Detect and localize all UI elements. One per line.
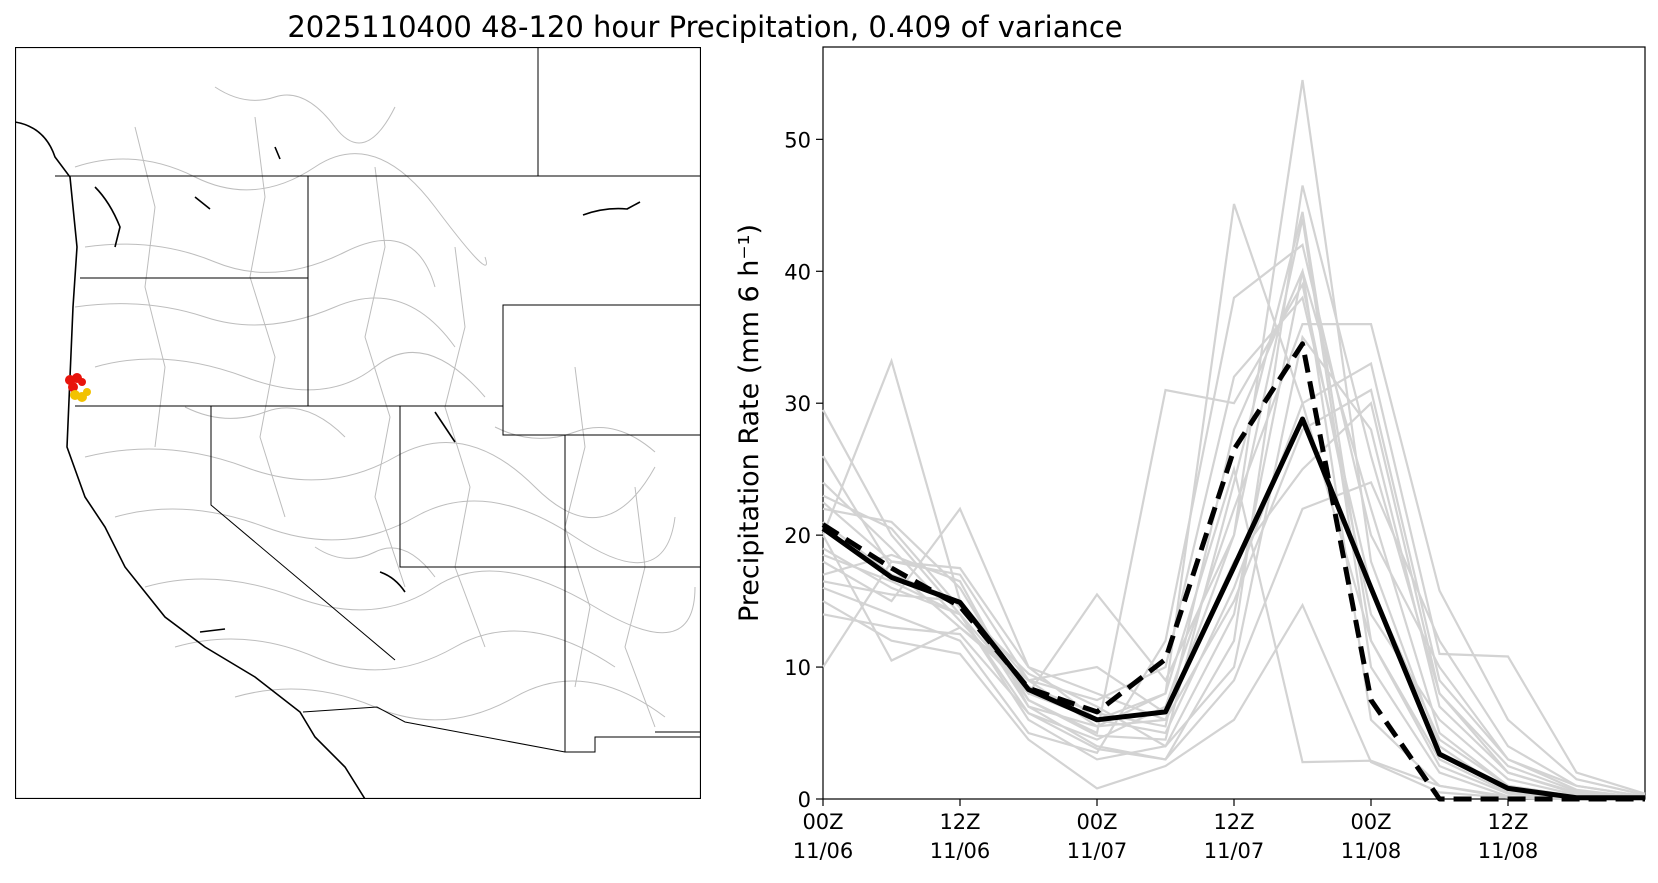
ensemble-member-line-15 <box>822 480 1646 798</box>
basin-map <box>15 47 701 799</box>
y-tick-label: 0 <box>798 788 811 812</box>
ensemble-member-line-17 <box>822 388 1646 799</box>
plot-frame <box>822 46 1646 800</box>
ensemble-member-line-6 <box>822 281 1646 801</box>
figure-title: 2025110400 48-120 hour Precipitation, 0.… <box>287 10 1123 44</box>
ensemble-member-line-13 <box>822 334 1646 799</box>
x-tick-label-date: 11/07 <box>1067 839 1128 863</box>
x-tick-label-time: 12Z <box>1213 810 1254 834</box>
coastline <box>15 121 641 799</box>
highlighted-basins <box>65 373 91 402</box>
map-frame <box>15 47 701 799</box>
x-tick-label-time: 12Z <box>1487 810 1528 834</box>
x-tick-label-date: 11/06 <box>793 839 854 863</box>
y-tick-label: 50 <box>784 128 811 152</box>
x-tick-label-time: 00Z <box>802 810 843 834</box>
y-tick-label: 40 <box>784 260 811 284</box>
ensemble-member-line-12 <box>822 600 1645 801</box>
basin-boundaries <box>74 86 696 728</box>
y-tick-label: 20 <box>784 524 811 548</box>
x-tick-label-date: 11/07 <box>1204 839 1265 863</box>
ensemble-member-line-8 <box>822 323 1646 797</box>
x-tick-label-date: 11/08 <box>1478 839 1539 863</box>
y-axis-ticks: 0 10 20 30 40 50 <box>784 128 823 812</box>
ensemble-member-line-3 <box>821 185 1646 801</box>
x-tick-label-time: 00Z <box>1076 810 1117 834</box>
y-tick-label: 10 <box>784 656 811 680</box>
ensemble-member-line-4 <box>822 203 1646 801</box>
x-tick-label-time: 00Z <box>1350 810 1391 834</box>
state-boundaries <box>55 47 701 753</box>
ensemble-member-line-2 <box>822 79 1646 801</box>
ensemble-member-line-11 <box>822 464 1645 801</box>
x-tick-label-date: 11/08 <box>1341 839 1402 863</box>
ensemble-member-line-16 <box>822 295 1646 801</box>
ensemble-members <box>821 79 1646 801</box>
x-tick-label-time: 12Z <box>939 810 980 834</box>
y-tick-label: 30 <box>784 392 811 416</box>
y-axis-label: Precipitation Rate (mm 6 h⁻¹) <box>734 224 765 622</box>
x-tick-label-date: 11/06 <box>930 839 991 863</box>
x-axis-ticks: 00Z 11/06 12Z 11/06 00Z 11/07 12Z 11/07 00Z 11/08… <box>793 799 1539 863</box>
ensemble-member-line-7 <box>822 242 1646 798</box>
ensemble-mean-line <box>821 416 1645 801</box>
